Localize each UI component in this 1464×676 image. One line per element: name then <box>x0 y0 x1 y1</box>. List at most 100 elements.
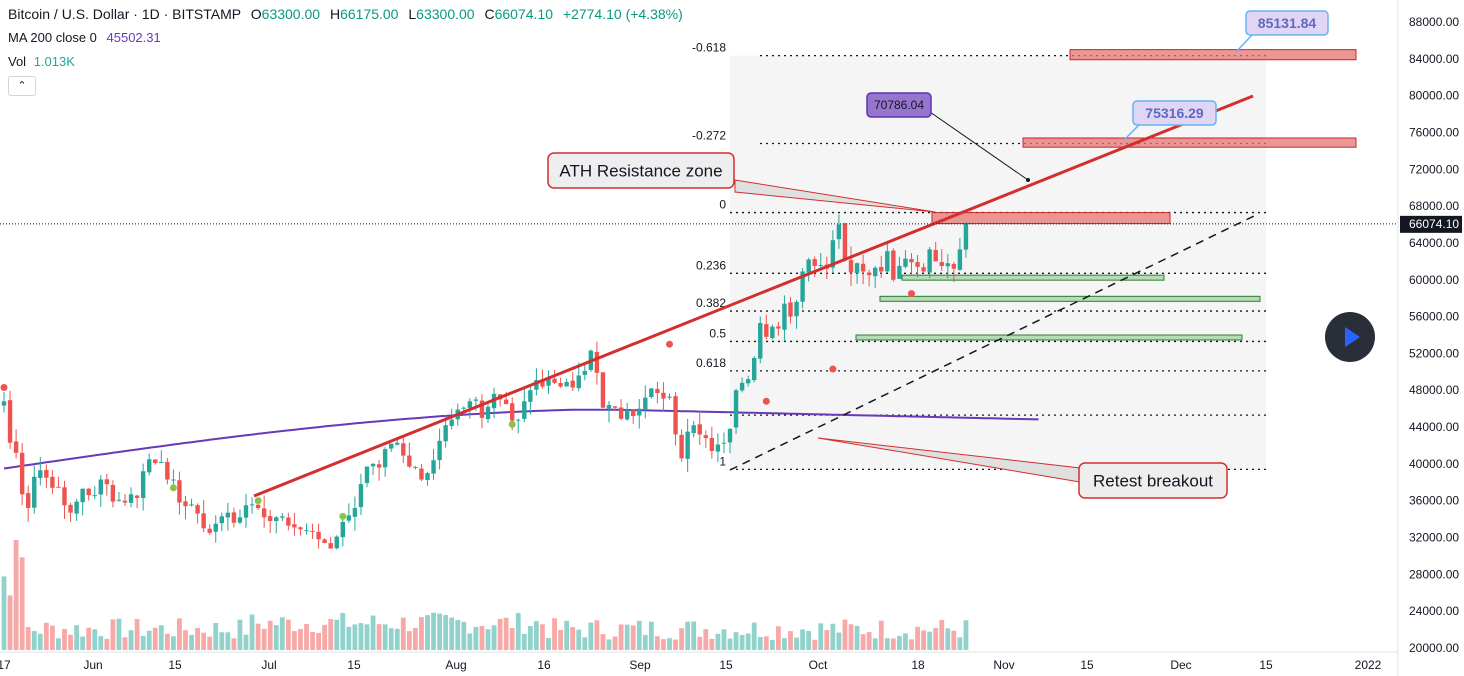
low-label: L <box>408 6 417 22</box>
volume-bar <box>406 631 412 650</box>
volume-bar <box>292 631 297 650</box>
candle-body <box>201 513 206 529</box>
candle-body <box>304 530 309 532</box>
volume-bar <box>866 632 872 650</box>
candle-body <box>19 452 25 495</box>
volume-bar <box>824 630 830 650</box>
candle-body <box>812 259 817 266</box>
ma-legend[interactable]: MA 200 close 0 45502.31 <box>8 30 161 45</box>
volume-bar <box>769 639 775 650</box>
volume-bar <box>400 617 406 650</box>
candle-body <box>13 441 19 453</box>
fib-level-label: 0 <box>719 198 726 212</box>
signal-dot <box>0 383 8 391</box>
high-value: 66175.00 <box>340 6 399 22</box>
y-tick-label: 44000.00 <box>1409 420 1459 434</box>
volume-bar <box>74 625 79 650</box>
volume-bar <box>594 620 600 650</box>
candle-body <box>752 358 757 381</box>
fib-level-label: 0.618 <box>696 356 726 370</box>
candle-body <box>564 381 569 387</box>
support-zone <box>855 334 1243 341</box>
volume-bar <box>788 631 793 650</box>
candle-body <box>26 493 31 509</box>
volume-bar <box>437 613 442 650</box>
candle-body <box>516 419 521 421</box>
candle-body <box>770 326 775 339</box>
last-price-tag-text: 66074.10 <box>1409 217 1459 231</box>
candle-body <box>842 223 848 261</box>
candle-body <box>733 390 739 428</box>
volume-bar <box>751 622 757 650</box>
volume-bar <box>636 620 642 650</box>
volume-bar <box>413 628 418 650</box>
volume-bar <box>13 540 19 650</box>
x-tick-label: Jun <box>83 658 102 672</box>
play-button[interactable] <box>1325 312 1375 362</box>
ath-resistance-trendline <box>253 94 1254 498</box>
y-tick-label: 36000.00 <box>1409 494 1459 508</box>
volume-bar <box>322 624 328 650</box>
symbol-title[interactable]: Bitcoin / U.S. Dollar · 1D · BITSTAMP <box>8 6 241 22</box>
price-label-70786-text: 70786.04 <box>874 98 924 112</box>
resistance-zone <box>931 212 1171 225</box>
signal-dot <box>762 397 770 405</box>
volume-bar <box>951 630 957 650</box>
volume-bars <box>1 540 969 650</box>
y-tick-label: 76000.00 <box>1409 125 1459 139</box>
volume-bar <box>709 638 715 650</box>
volume-bar <box>37 633 43 650</box>
y-tick-label: 56000.00 <box>1409 310 1459 324</box>
volume-bar <box>618 624 624 650</box>
x-tick-label: 15 <box>1259 658 1273 672</box>
x-tick-label: 17 <box>0 658 11 672</box>
volume-bar <box>394 628 400 650</box>
candle-body <box>618 407 624 419</box>
candle-body <box>165 461 170 480</box>
volume-legend[interactable]: Vol 1.013K <box>8 54 75 69</box>
candle-body <box>50 476 55 488</box>
candle-body <box>183 501 188 507</box>
candle-body <box>612 406 618 408</box>
collapse-legend-button[interactable]: ⌃ <box>8 76 36 96</box>
volume-bar <box>552 618 557 650</box>
fib-level-label: -0.618 <box>692 41 726 55</box>
volume-bar <box>261 628 267 650</box>
volume-bar <box>358 623 364 650</box>
candle-body <box>788 302 793 317</box>
volume-bar <box>915 626 920 650</box>
y-tick-label: 24000.00 <box>1409 604 1459 618</box>
candle-body <box>104 479 110 485</box>
volume-bar <box>171 636 176 650</box>
candle-body <box>44 469 49 478</box>
volume-bar <box>763 636 769 650</box>
volume-bar <box>388 628 394 650</box>
volume-bar <box>177 618 182 650</box>
volume-bar <box>7 595 13 650</box>
x-tick-label: Sep <box>629 658 651 672</box>
volume-bar <box>921 630 926 650</box>
fibonacci-levels: -0.618 -0.272 0 0.236 0.382 0.5 0.618 1 <box>692 41 1266 471</box>
candle-body <box>830 240 836 268</box>
candle-body <box>310 530 315 532</box>
candle-body <box>32 476 37 508</box>
candle-body <box>576 375 581 389</box>
candle-body <box>364 466 370 483</box>
retest-breakout-callout-text: Retest breakout <box>1093 471 1213 490</box>
volume-bar <box>715 633 721 650</box>
play-icon <box>1345 327 1360 347</box>
volume-bar <box>68 634 73 650</box>
volume-bar <box>963 620 969 650</box>
signal-dot <box>666 340 673 348</box>
candle-body <box>963 223 969 250</box>
candle-body <box>854 263 860 274</box>
target-label-leader <box>1123 123 1141 141</box>
candle-body <box>885 251 890 272</box>
candle-body <box>419 468 424 480</box>
candle-body <box>558 383 563 387</box>
y-tick-label: 32000.00 <box>1409 531 1459 545</box>
candle-body <box>739 382 745 391</box>
candle-body <box>334 536 339 549</box>
volume-bar <box>497 618 503 650</box>
